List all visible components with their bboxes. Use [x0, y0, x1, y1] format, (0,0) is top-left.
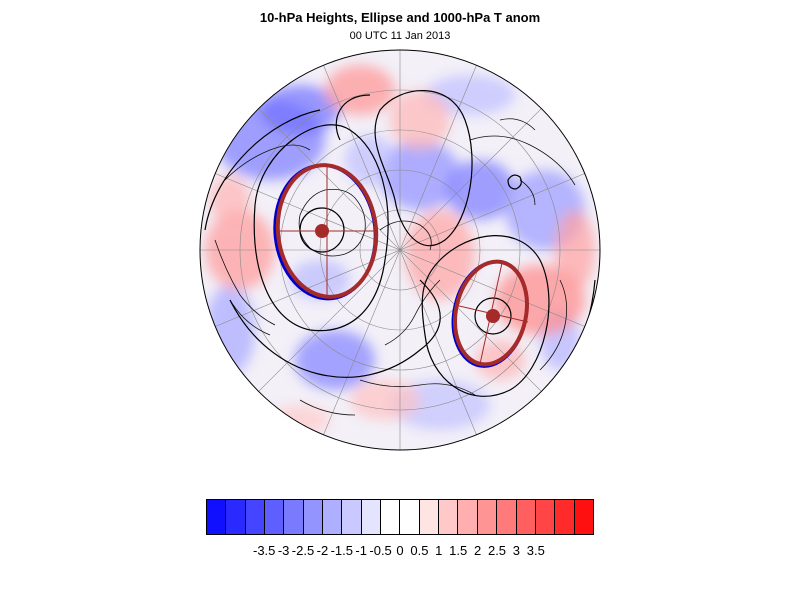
colorbar-tick-label: -1.5 [330, 543, 353, 558]
colorbar-cell [555, 500, 575, 534]
colorbar-cell [361, 500, 382, 534]
colorbar [206, 499, 594, 535]
temperature-anomaly-field [205, 65, 595, 435]
colorbar-tick-label: -2.5 [291, 543, 315, 558]
colorbar-tick-label: 3 [512, 543, 521, 558]
colorbar-cell [284, 500, 304, 534]
colorbar-cell [400, 500, 420, 534]
figure-subtitle: 00 UTC 11 Jan 2013 [349, 30, 451, 42]
colorbar-cell [458, 500, 478, 534]
colorbar-tick-label: 1.5 [449, 543, 468, 558]
colorbar-cell [226, 500, 246, 534]
colorbar-tick-label: 3.5 [526, 543, 545, 558]
colorbar-tick-label: 2.5 [487, 543, 507, 558]
colorbar-tick-label: -1 [355, 543, 367, 558]
map-border [199, 49, 601, 451]
colorbar-cell [323, 500, 343, 534]
colorbar-labels: -3.5 -3 -2.5 -2 -1.5 -1 -0.5 0 0.5 1 1.5 2 2.5 3 3.5 [206, 543, 594, 561]
colorbar-tick-label: 0 [396, 543, 404, 558]
figure-title: 10-hPa Heights, Ellipse and 1000-hPa T a… [259, 10, 541, 25]
western-ellipse-center [315, 224, 329, 238]
colorbar-cell [265, 500, 285, 534]
eastern-ellipse-center [486, 309, 500, 323]
colorbar-cell [207, 500, 227, 534]
colorbar-cell [535, 500, 556, 534]
colorbar-tick-label: 1 [435, 543, 443, 558]
colorbar-cell [419, 500, 440, 534]
colorbar-cell [477, 500, 498, 534]
colorbar-tick-label: -3.5 [252, 543, 276, 558]
colorbar-cell [303, 500, 324, 534]
colorbar-tick-label: -3 [277, 543, 290, 558]
colorbar-cell [439, 500, 459, 534]
colorbar-cell [574, 500, 593, 534]
colorbar-cell [342, 500, 362, 534]
colorbar-tick-label: 0.5 [410, 543, 429, 558]
colorbar-tick-label: -2 [316, 543, 329, 558]
western-ellipse [273, 163, 379, 301]
eastern-ellipse [451, 259, 529, 368]
colorbar-cell [245, 500, 266, 534]
colorbar-tick-label: 2 [473, 543, 482, 558]
colorbar-cell [497, 500, 517, 534]
graticule [200, 50, 600, 450]
vortex-ellipses [273, 163, 529, 368]
colorbar-tick-label: -0.5 [369, 543, 392, 558]
colorbar-cell [516, 500, 536, 534]
colorbar-cell [381, 500, 401, 534]
